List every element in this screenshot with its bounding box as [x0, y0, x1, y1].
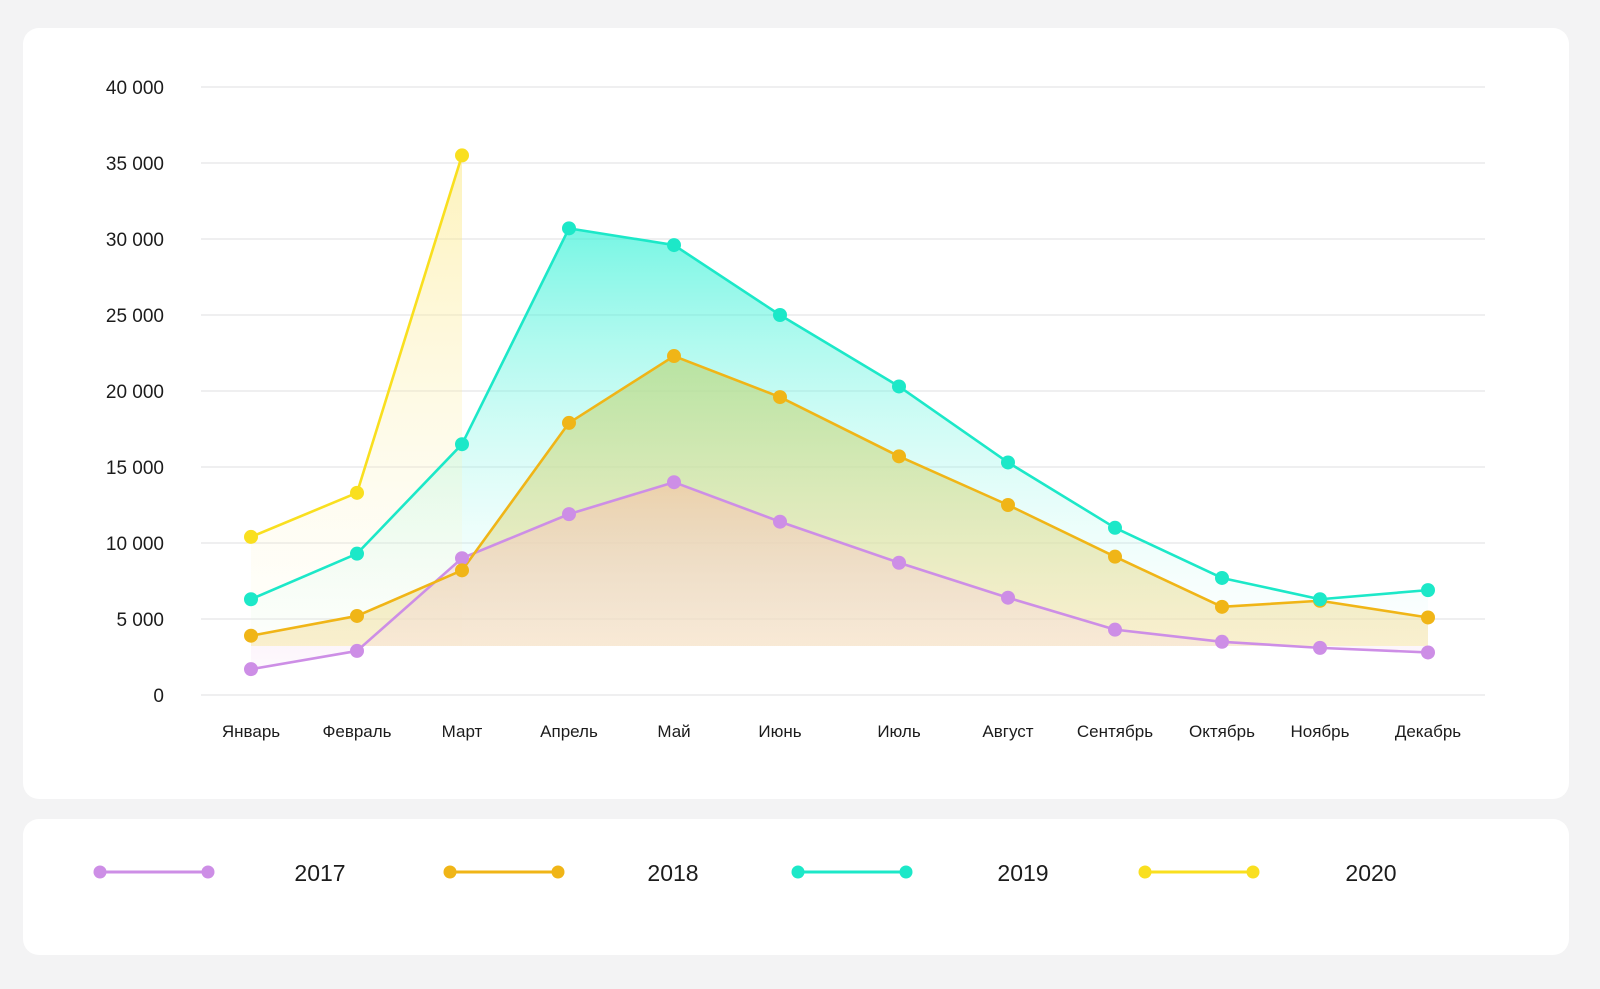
data-point-2018: [667, 349, 681, 364]
legend-swatch-point: [551, 865, 565, 879]
x-tick-label: Май: [657, 722, 690, 741]
data-point-2017: [244, 662, 258, 677]
data-point-2019: [1421, 583, 1435, 598]
y-tick-label: 5 000: [116, 610, 164, 631]
data-point-2018: [350, 608, 364, 623]
data-point-2019: [892, 379, 906, 394]
y-tick-label: 25 000: [106, 306, 164, 327]
data-point-2019: [1313, 592, 1327, 607]
data-point-2019: [1215, 570, 1229, 585]
x-tick-label: Апрель: [540, 722, 598, 741]
legend-swatch-point: [93, 865, 107, 879]
x-tick-label: Март: [442, 722, 483, 741]
data-point-2018: [1108, 549, 1122, 564]
y-tick-label: 35 000: [106, 154, 164, 175]
data-point-2017: [667, 475, 681, 490]
legend-swatch-point: [899, 865, 913, 879]
x-tick-label: Февраль: [322, 722, 391, 741]
y-tick-label: 20 000: [106, 382, 164, 403]
legend-label: 2019: [997, 860, 1048, 886]
data-point-2017: [773, 514, 787, 529]
data-point-2018: [244, 628, 258, 643]
data-point-2019: [773, 308, 787, 322]
data-point-2017: [1215, 634, 1229, 649]
data-point-2017: [1313, 640, 1327, 655]
data-point-2017: [350, 643, 364, 658]
data-point-2018: [455, 563, 469, 578]
series-areas: [251, 155, 1428, 670]
data-point-2019: [350, 546, 364, 561]
x-tick-label: Январь: [222, 722, 280, 741]
x-axis-ticks: Январь Февраль Март Апрель Май Июнь Июль Август…: [222, 722, 1461, 741]
data-point-2017: [455, 551, 469, 566]
legend-item-2020: 2020: [1138, 860, 1397, 886]
x-tick-label: Июнь: [758, 722, 801, 741]
data-point-2018: [1421, 610, 1435, 625]
legend-card: 2017 2018 2019 2020: [23, 819, 1569, 955]
data-point-2017: [562, 507, 576, 522]
data-point-2017: [1001, 590, 1015, 605]
legend-label: 2017: [294, 860, 345, 886]
data-point-2020: [350, 485, 364, 500]
data-point-2020: [244, 529, 258, 544]
series-line-2019: [250, 227, 1429, 601]
data-point-2019: [562, 221, 576, 236]
series-area-2020: [251, 155, 462, 646]
y-tick-label: 30 000: [106, 230, 164, 251]
chart-legend: 2017 2018 2019 2020: [93, 860, 1397, 886]
series-line-2018: [250, 354, 1429, 637]
x-tick-label: Декабрь: [1395, 722, 1461, 741]
legend-label: 2018: [647, 860, 698, 886]
series-area-2017: [251, 482, 1428, 670]
data-point-2019: [455, 437, 469, 452]
data-point-2019: [667, 238, 681, 253]
legend-swatch-point: [443, 865, 457, 879]
data-point-2017: [1108, 622, 1122, 637]
x-tick-label: Сентябрь: [1077, 722, 1153, 741]
y-tick-label: 10 000: [106, 534, 164, 555]
y-tick-label: 40 000: [106, 78, 164, 99]
legend-swatch-point: [201, 865, 215, 879]
legend-swatch-point: [1138, 865, 1152, 879]
data-point-2019: [244, 592, 258, 607]
legend-item-2018: 2018: [443, 860, 699, 886]
data-point-2018: [562, 415, 576, 430]
series-line-2017: [250, 480, 1429, 671]
y-tick-label: 0: [153, 686, 164, 707]
chart-card: 0 5 000 10 000 15 000 20 000 25 000 30 000 35 0…: [23, 28, 1569, 799]
data-point-2018: [1215, 599, 1229, 614]
legend-item-2019: 2019: [791, 860, 1049, 886]
data-point-2017: [892, 555, 906, 570]
y-tick-label: 15 000: [106, 458, 164, 479]
legend-item-2017: 2017: [93, 860, 346, 886]
data-point-2018: [892, 449, 906, 464]
legend-swatch-point: [1246, 865, 1260, 879]
series-lines: [250, 155, 1429, 671]
legend-swatch-point: [791, 865, 805, 879]
data-point-2019: [1001, 455, 1015, 470]
data-point-2018: [1001, 498, 1015, 512]
legend-label: 2020: [1345, 860, 1396, 886]
x-tick-label: Июль: [877, 722, 921, 741]
data-point-2019: [1108, 520, 1122, 535]
series-points: [244, 148, 1435, 677]
data-point-2018: [773, 390, 787, 405]
y-axis-ticks: 0 5 000 10 000 15 000 20 000 25 000 30 000 35 0…: [106, 78, 164, 707]
data-point-2020: [455, 148, 469, 163]
x-tick-label: Ноябрь: [1291, 722, 1350, 741]
line-chart: 0 5 000 10 000 15 000 20 000 25 000 30 000 35 0…: [106, 78, 1485, 741]
x-tick-label: Август: [982, 722, 1033, 741]
x-tick-label: Октябрь: [1189, 722, 1255, 741]
data-point-2017: [1421, 645, 1435, 660]
